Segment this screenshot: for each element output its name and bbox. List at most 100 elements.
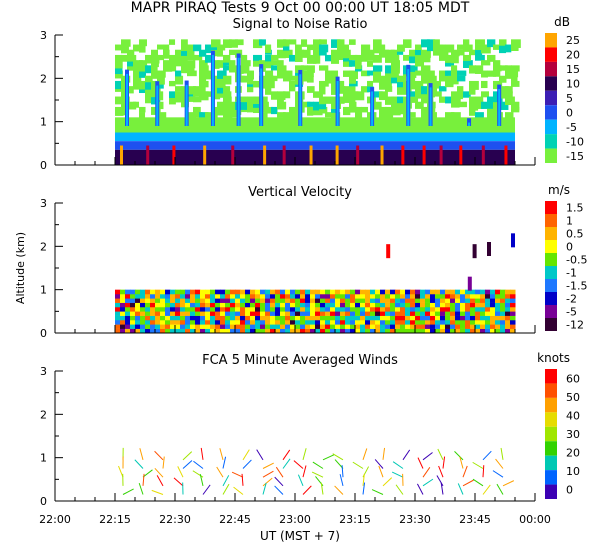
velocity-cell [365,307,371,312]
colorbar-label: 20 [566,447,580,460]
velocity-cell [415,289,421,295]
velocity-cell [190,294,196,299]
velocity-cell [180,302,186,308]
snr-cell [307,106,314,116]
x-tick-label: 00:00 [519,513,551,526]
velocity-cell [190,302,196,308]
velocity-cell [265,289,271,295]
snr-cell [337,49,345,58]
snr-streak-core [211,55,214,126]
velocity-cell [285,289,291,295]
snr-cell [283,91,291,99]
velocity-cell [300,311,306,316]
velocity-cell [280,324,286,329]
velocity-cell [325,307,331,312]
velocity-cell [320,320,326,325]
snr-cell [193,86,203,93]
snr-cell [241,101,251,110]
velocity-cell [420,311,426,316]
snr-cell [361,54,368,62]
velocity-cell [165,311,171,316]
snr-hotspot [120,145,123,165]
snr-cell [169,54,177,64]
velocity-cell [215,307,221,312]
velocity-cell [485,294,491,299]
velocity-cell [185,298,191,303]
velocity-cell [180,328,186,334]
velocity-cell [330,324,336,329]
velocity-cell [375,294,381,299]
velocity-cell [335,294,341,299]
velocity-cell [270,311,276,316]
snr-cell [325,54,333,62]
velocity-cell [405,294,411,299]
velocity-cell [155,294,161,299]
velocity-cell [255,307,261,312]
velocity-cell [165,298,171,303]
velocity-cell [325,315,331,321]
velocity-cell [315,289,321,295]
velocity-cell [305,315,311,321]
snr-cell [169,91,179,98]
snr-cell [277,60,284,66]
velocity-cell [210,307,216,312]
snr-cell [391,96,400,103]
snr-streak-core [299,74,302,126]
snr-cell [385,106,393,116]
velocity-cell [250,298,256,303]
velocity-cell [420,315,426,321]
velocity-cell [480,307,486,312]
velocity-cell [505,311,511,316]
velocity-cell [115,298,121,303]
velocity-cell [235,298,241,303]
velocity-cell [495,289,501,295]
velocity-cell [440,320,446,325]
snr-cell [415,44,422,50]
velocity-cell [470,298,476,303]
colorbar-label: -5 [566,121,577,134]
wind-barb [219,448,224,460]
snr-cell [391,49,399,59]
velocity-cell [335,328,341,334]
velocity-cell [375,302,381,308]
snr-cell [205,44,213,54]
snr-cell [283,49,293,58]
wind-barb [462,465,468,478]
velocity-cell [275,302,281,308]
wind-barb [275,466,284,478]
velocity-cell [400,324,406,329]
velocity-cell [135,307,141,312]
snr-cell [445,44,455,53]
snr-cell [241,54,248,64]
velocity-cell [210,298,216,303]
snr-cell [181,44,191,52]
velocity-cell [315,328,321,334]
snr-cell [319,106,328,114]
velocity-cell [145,328,151,334]
velocity-cell [170,294,176,299]
snr-cell [157,91,164,101]
velocity-cell [455,324,461,329]
velocity-cell [175,289,181,295]
snr-cell [115,54,123,62]
velocity-cell [125,294,131,299]
velocity-cell [370,294,376,299]
velocity-cell [345,298,351,303]
velocity-cell [225,328,231,334]
velocity-cell [200,289,206,295]
velocity-cell [345,324,351,329]
velocity-cell [255,320,261,325]
snr-cell [373,91,383,98]
velocity-cell [305,302,311,308]
velocity-cell [190,328,196,334]
colorbar-swatch [545,33,557,48]
velocity-cell [480,320,486,325]
snr-cell [121,91,129,101]
velocity-cell [505,289,511,295]
snr-cell [145,75,153,83]
velocity-cell [465,328,471,334]
snr-cell [451,101,460,108]
snr-cell [151,54,160,64]
velocity-cell [330,311,336,316]
colorbar-swatch [545,383,557,398]
